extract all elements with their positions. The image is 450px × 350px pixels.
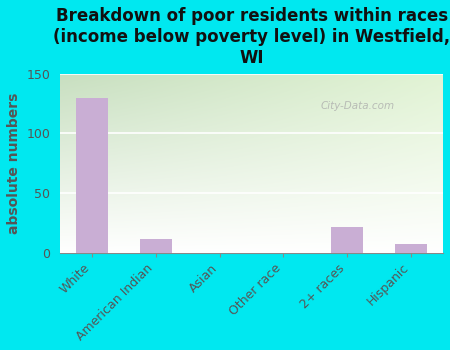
Y-axis label: absolute numbers: absolute numbers	[7, 92, 21, 234]
Bar	[140, 239, 172, 253]
Text: City-Data.com: City-Data.com	[320, 101, 395, 111]
Bar	[331, 228, 363, 253]
Title: Breakdown of poor residents within races
(income below poverty level) in Westfie: Breakdown of poor residents within races…	[53, 7, 450, 66]
Bar	[76, 98, 108, 253]
Bar	[395, 244, 427, 253]
